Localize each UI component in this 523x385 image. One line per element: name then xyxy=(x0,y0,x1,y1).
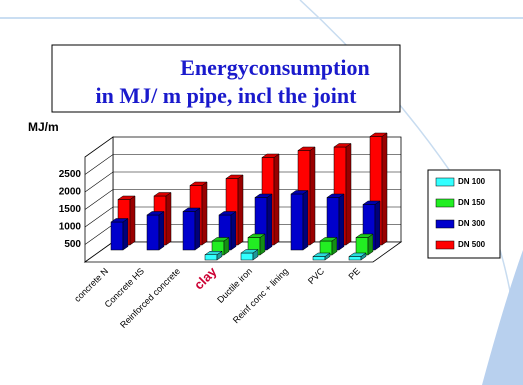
x-tick-label: PVC xyxy=(306,266,327,287)
bar-top xyxy=(240,249,259,254)
bar xyxy=(240,249,259,261)
bar-side xyxy=(273,153,280,246)
bar-top xyxy=(312,252,331,257)
y-tick-label: 2000 xyxy=(59,187,82,198)
bar-side xyxy=(309,146,316,246)
bar xyxy=(312,252,331,261)
bar-top xyxy=(348,252,367,257)
bar-top xyxy=(117,195,136,200)
bar-front xyxy=(290,193,304,251)
bar-top xyxy=(369,132,388,137)
legend-label: DN 500 xyxy=(458,240,486,249)
bar-side xyxy=(302,190,309,251)
bar-top xyxy=(189,181,208,186)
x-tick-label: concrete N xyxy=(72,266,110,304)
bar-front xyxy=(182,211,196,251)
legend-label: DN 300 xyxy=(458,219,486,228)
bar-side xyxy=(165,192,172,246)
bar-front xyxy=(146,214,160,251)
bar-top xyxy=(204,251,223,255)
bar-top xyxy=(146,211,165,216)
bar xyxy=(290,190,309,251)
bar-top xyxy=(110,218,129,223)
x-tick-label: Reinforced concrete xyxy=(118,266,182,330)
bar xyxy=(326,193,345,251)
bar-top xyxy=(290,190,309,195)
bar-top xyxy=(326,193,345,198)
bar-front xyxy=(240,252,254,261)
bar-top xyxy=(211,237,230,242)
bar xyxy=(355,233,374,256)
bar-side xyxy=(338,193,345,251)
legend-swatch xyxy=(435,198,455,208)
legend-label: DN 100 xyxy=(458,177,486,186)
bar-side xyxy=(345,143,352,246)
bar-front xyxy=(355,237,369,256)
bar-top xyxy=(254,193,273,198)
bar-front xyxy=(312,256,326,261)
y-tick-label: 1000 xyxy=(59,222,82,233)
title-line: in MJ/ m pipe, incl the joint xyxy=(96,83,358,108)
y-tick-label: 500 xyxy=(64,239,81,250)
bar-side xyxy=(374,200,381,251)
bar xyxy=(319,237,338,256)
x-tick-label: Ductile iron xyxy=(215,266,254,305)
bar-side xyxy=(129,195,136,246)
decor-shape xyxy=(482,250,523,385)
bar-front xyxy=(204,254,218,261)
bar xyxy=(348,252,367,261)
bar xyxy=(110,218,129,251)
legend-label: DN 150 xyxy=(458,198,486,207)
legend-swatch xyxy=(435,177,455,187)
x-tick-label: clay xyxy=(191,263,220,292)
bar-top xyxy=(362,200,381,205)
bar-top xyxy=(297,146,316,151)
bar-side xyxy=(230,211,237,251)
bar xyxy=(182,207,201,251)
bar-side xyxy=(122,218,129,251)
bar-top xyxy=(319,237,338,242)
legend-swatch xyxy=(435,219,455,229)
bar-top xyxy=(355,233,374,238)
title-line: Energyconsumption xyxy=(180,55,369,80)
bar-top xyxy=(225,174,244,179)
bar-side xyxy=(381,132,388,246)
bar-top xyxy=(182,207,201,212)
bar-top xyxy=(261,153,280,158)
legend-swatch xyxy=(435,240,455,250)
y-axis-label: MJ/m xyxy=(28,120,59,134)
bar-side xyxy=(237,174,244,246)
bar-front xyxy=(348,256,362,261)
bar-front xyxy=(110,221,124,251)
bar-side xyxy=(158,211,165,251)
bar-side xyxy=(201,181,208,246)
bar-side xyxy=(194,207,201,251)
bar-top xyxy=(153,192,172,197)
bar-side xyxy=(266,193,273,251)
x-tick-label: PE xyxy=(347,266,363,282)
title-box xyxy=(51,44,401,113)
bar-top xyxy=(218,211,237,216)
bar xyxy=(146,211,165,251)
bar xyxy=(204,250,223,261)
bar xyxy=(211,237,230,256)
bar-top xyxy=(333,143,352,148)
bar-top xyxy=(247,233,266,238)
y-tick-label: 2500 xyxy=(59,169,82,180)
y-tick-label: 1500 xyxy=(59,204,82,215)
bar xyxy=(218,211,237,251)
